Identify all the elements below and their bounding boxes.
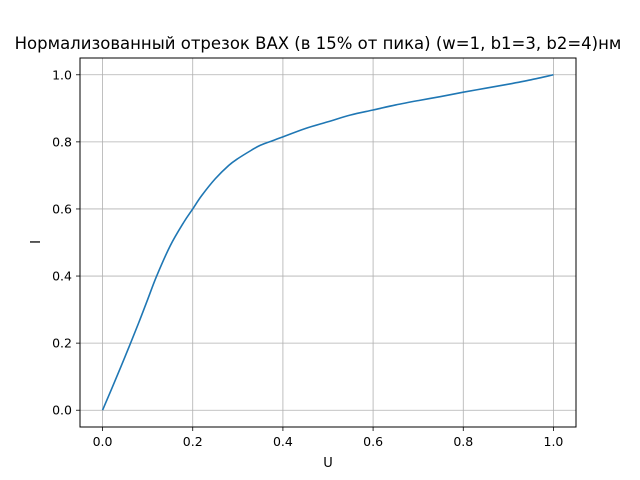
y-tick-label: 0.2 bbox=[52, 336, 72, 351]
y-tick-label: 0.8 bbox=[52, 134, 72, 149]
y-tick-label: 0.0 bbox=[52, 403, 72, 418]
x-tick-label: 0.0 bbox=[93, 434, 113, 449]
x-tick-label: 0.6 bbox=[363, 434, 383, 449]
x-tick-label: 0.2 bbox=[183, 434, 203, 449]
series-layer bbox=[101, 73, 554, 411]
grid bbox=[80, 58, 576, 427]
x-axis-label: U bbox=[323, 456, 333, 471]
y-tick-label: 0.6 bbox=[52, 201, 72, 216]
y-tick-label: 0.4 bbox=[52, 269, 72, 284]
y-tick-label: 1.0 bbox=[52, 67, 72, 82]
series-line bbox=[101, 73, 554, 411]
x-axis: 0.0 0.2 0.4 0.6 0.8 1.0 bbox=[93, 427, 564, 449]
chart-title: Нормализованный отрезок ВАХ (в 15% от пи… bbox=[15, 34, 622, 53]
x-tick-label: 1.0 bbox=[544, 434, 564, 449]
plot-frame bbox=[79, 57, 577, 428]
x-tick-label: 0.4 bbox=[273, 434, 293, 449]
x-tick-label: 0.8 bbox=[453, 434, 473, 449]
y-axis: 0.0 0.2 0.4 0.6 0.8 1.0 bbox=[52, 67, 80, 418]
y-axis-label: I bbox=[29, 240, 44, 244]
